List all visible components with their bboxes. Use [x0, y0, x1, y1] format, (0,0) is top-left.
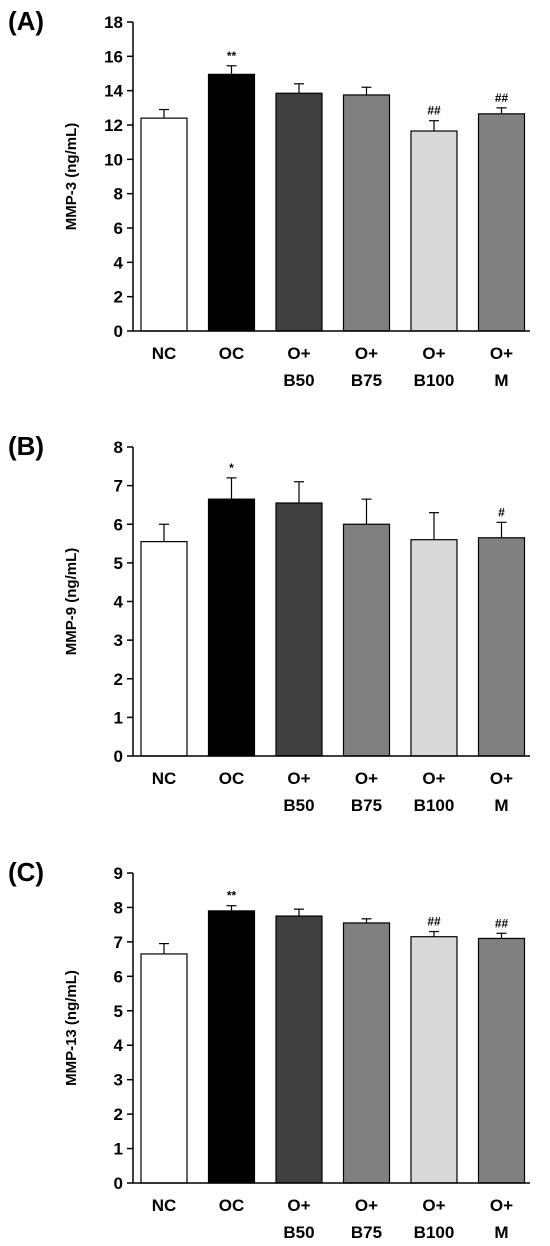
y-axis-label: MMP-13 (ng/mL) [63, 970, 80, 1086]
x-tick-label: O+ [287, 344, 310, 363]
y-tick-label: 8 [114, 438, 123, 457]
bar [140, 953, 188, 1184]
x-tick-label: O+ [287, 769, 310, 788]
y-tick-label: 4 [114, 1036, 124, 1055]
bar [275, 92, 323, 332]
y-tick-label: 6 [114, 515, 123, 534]
y-tick-label: 18 [104, 13, 123, 32]
y-tick-label: 3 [114, 631, 123, 650]
bar [342, 922, 391, 1184]
panel-label: (B) [8, 431, 44, 461]
x-tick-label: B75 [351, 1223, 382, 1242]
y-tick-label: 8 [114, 898, 123, 917]
x-tick-label: B75 [351, 371, 382, 390]
y-tick-label: 14 [104, 82, 123, 101]
significance-label: # [498, 505, 505, 519]
bar [207, 910, 256, 1184]
y-tick-label: 6 [114, 967, 123, 986]
y-tick-label: 1 [114, 708, 123, 727]
chart-panel-3: (C) MMP-13 (ng/mL) 0 1 2 3 4 5 6 7 8 9 NC ** OC O+ B50 O+… [8, 857, 530, 1242]
y-tick-label: 6 [114, 219, 123, 238]
x-tick-label: O+ [355, 1196, 378, 1215]
bar [140, 117, 188, 332]
y-tick-label: 4 [114, 593, 124, 612]
y-tick-label: 7 [114, 933, 123, 952]
chart-panel-1: (A) MMP-3 (ng/mL) 0 2 4 6 8 10 12 14 16 18 NC ** OC O+ B… [8, 6, 530, 390]
chart-panel-2: (B) MMP-9 (ng/mL) 0 1 2 3 4 5 6 7 8 NC * OC O+ B50 O+ B75… [8, 431, 530, 815]
y-tick-label: 7 [114, 477, 123, 496]
y-tick-label: 0 [114, 747, 123, 766]
bar [410, 539, 458, 757]
x-tick-label: B50 [283, 371, 314, 390]
bar [410, 130, 458, 332]
y-tick-label: 5 [114, 554, 123, 573]
bar [477, 937, 526, 1184]
y-tick-label: 2 [114, 288, 123, 307]
x-tick-label: O+ [355, 344, 378, 363]
x-tick-label: M [494, 796, 508, 815]
x-tick-label: O+ [422, 1196, 445, 1215]
significance-label: ** [227, 49, 237, 63]
significance-label: ## [427, 104, 441, 118]
x-tick-label: M [494, 371, 508, 390]
x-tick-label: OC [219, 344, 245, 363]
x-tick-label: M [494, 1223, 508, 1242]
x-tick-label: O+ [490, 1196, 513, 1215]
y-tick-label: 0 [114, 322, 123, 341]
x-tick-label: O+ [422, 769, 445, 788]
x-tick-label: B50 [283, 796, 314, 815]
bar [275, 915, 323, 1184]
y-tick-label: 4 [114, 253, 124, 272]
panel-label: (C) [8, 857, 44, 887]
significance-label: * [229, 461, 234, 475]
x-tick-label: NC [152, 769, 177, 788]
y-tick-label: 2 [114, 1105, 123, 1124]
x-tick-label: B75 [351, 796, 382, 815]
x-tick-label: B50 [283, 1223, 314, 1242]
y-tick-label: 1 [114, 1140, 123, 1159]
significance-label: ## [495, 916, 509, 930]
y-tick-label: 3 [114, 1071, 123, 1090]
bar [342, 94, 391, 332]
bar [275, 502, 323, 757]
x-tick-label: OC [219, 769, 245, 788]
significance-label: ## [427, 915, 441, 929]
y-tick-label: 9 [114, 864, 123, 883]
y-axis-label: MMP-3 (ng/mL) [63, 123, 80, 230]
x-tick-label: OC [219, 1196, 245, 1215]
x-tick-label: B100 [414, 796, 455, 815]
y-tick-label: 0 [114, 1174, 123, 1193]
bar [207, 73, 256, 332]
x-tick-label: B100 [414, 371, 455, 390]
significance-label: ** [227, 889, 237, 903]
x-tick-label: NC [152, 344, 177, 363]
significance-label: ## [495, 91, 509, 105]
x-tick-label: NC [152, 1196, 177, 1215]
x-tick-label: O+ [355, 769, 378, 788]
x-tick-label: O+ [490, 769, 513, 788]
bar [207, 498, 256, 757]
bar [410, 936, 458, 1184]
bar [140, 541, 188, 757]
y-tick-label: 16 [104, 47, 123, 66]
x-tick-label: B100 [414, 1223, 455, 1242]
y-tick-label: 8 [114, 185, 123, 204]
y-tick-label: 5 [114, 1002, 123, 1021]
x-tick-label: O+ [422, 344, 445, 363]
bar [477, 537, 526, 757]
panel-label: (A) [8, 6, 44, 36]
bar [477, 113, 526, 332]
bar [342, 523, 391, 757]
x-tick-label: O+ [490, 344, 513, 363]
y-tick-label: 12 [104, 116, 123, 135]
y-tick-label: 10 [104, 150, 123, 169]
y-axis-label: MMP-9 (ng/mL) [63, 548, 80, 655]
x-tick-label: O+ [287, 1196, 310, 1215]
y-tick-label: 2 [114, 670, 123, 689]
